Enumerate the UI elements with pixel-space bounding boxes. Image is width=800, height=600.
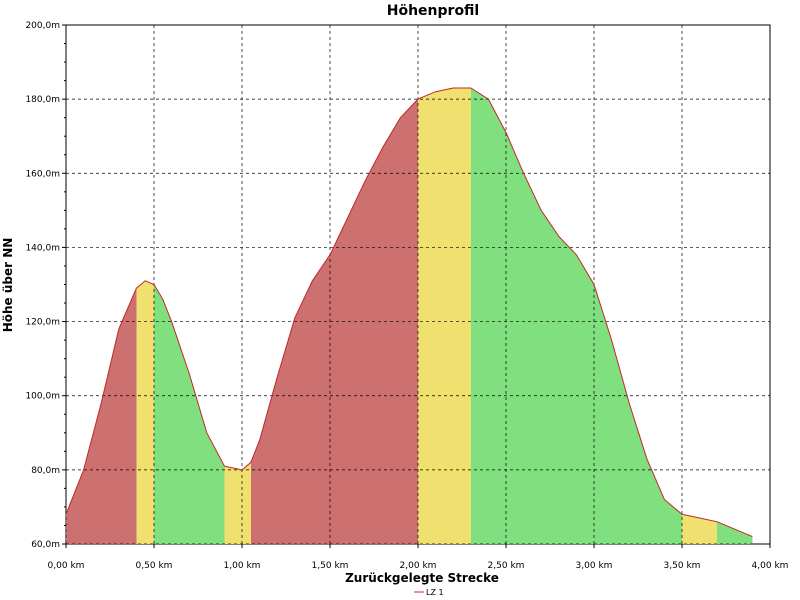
legend-label-lz1: LZ 1: [426, 588, 444, 597]
x-tick-label: 2,50 km: [488, 561, 525, 571]
y-axis: 60,0m 80,0m 100,0m 120,0m 140,0m 160,0m 180,0m…: [25, 21, 66, 550]
x-axis-title: Zurückgelegte Strecke: [345, 571, 499, 585]
x-axis: 0,00 km 0,50 km 1,00 km 1,50 km 2,00 km 2,50 …: [48, 544, 789, 571]
x-tick-label: 0,00 km: [48, 561, 85, 571]
y-tick-label: 120,0m: [25, 318, 60, 328]
y-tick-label: 180,0m: [25, 95, 60, 105]
y-tick-label: 160,0m: [25, 169, 60, 179]
x-tick-label: 3,50 km: [664, 561, 701, 571]
x-tick-label: 2,00 km: [400, 561, 437, 571]
y-tick-label: 200,0m: [25, 21, 60, 31]
x-tick-label: 3,00 km: [576, 561, 613, 571]
x-tick-label: 1,00 km: [224, 561, 261, 571]
chart-title: Höhenprofil: [387, 3, 479, 19]
legend: LZ 1: [414, 588, 444, 597]
elevation-area: [66, 88, 753, 544]
x-tick-label: 4,00 km: [752, 561, 789, 571]
y-tick-label: 80,0m: [31, 466, 60, 476]
x-tick-label: 0,50 km: [136, 561, 173, 571]
y-tick-label: 140,0m: [25, 243, 60, 253]
y-tick-label: 100,0m: [25, 392, 60, 402]
y-axis-title: Höhe über NN: [1, 238, 15, 333]
x-tick-label: 1,50 km: [312, 561, 349, 571]
series-line-lz1: [65, 87, 753, 538]
plot-area: [65, 24, 771, 545]
y-tick-label: 60,0m: [31, 540, 60, 550]
